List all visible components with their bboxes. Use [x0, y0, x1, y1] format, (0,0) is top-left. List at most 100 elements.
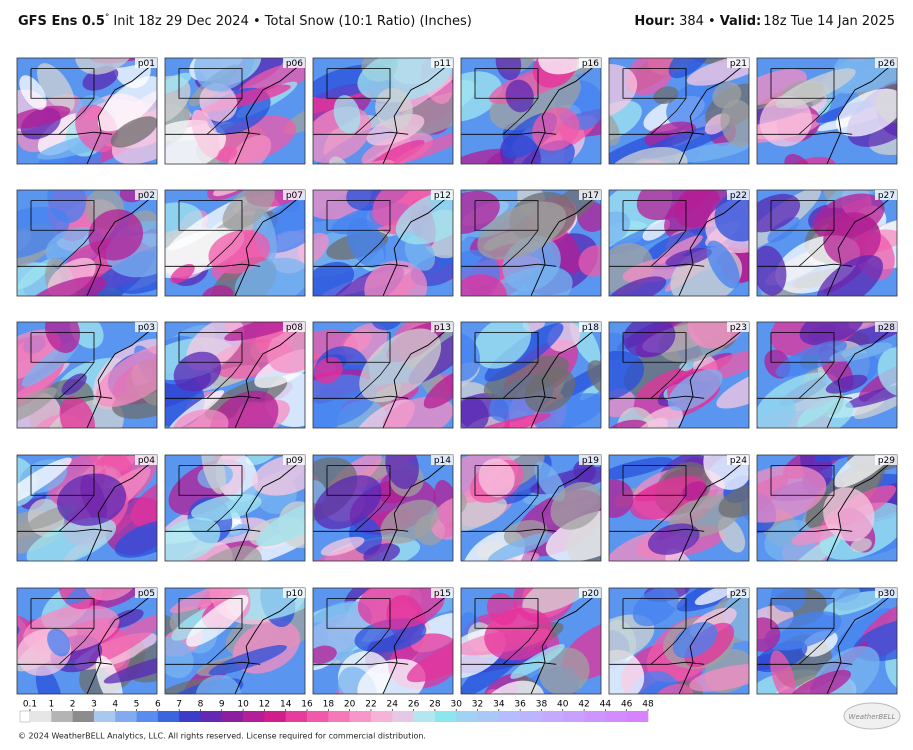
map-panel: [165, 322, 305, 428]
logo-badge: [843, 702, 901, 730]
panel-label-bg: [283, 58, 305, 68]
snow-field: [833, 455, 897, 488]
colorbar-segment: [477, 711, 500, 722]
panel-label: p15: [434, 589, 451, 599]
panel-label-bg: [431, 455, 453, 465]
snow-field: [208, 229, 271, 274]
panel-frame: [16, 454, 158, 562]
snow-field: [609, 276, 667, 296]
snow-field: [228, 135, 272, 164]
snow-field: [534, 461, 566, 502]
panel-label: p22: [730, 191, 747, 201]
snow-field: [775, 340, 847, 378]
state-border: [502, 362, 539, 399]
snow-field: [314, 356, 343, 384]
panel-label-bg: [727, 588, 749, 598]
snow-field: [357, 58, 453, 103]
panel-frame: [164, 57, 306, 165]
colorbar-segment: [264, 711, 287, 722]
map-panel: [609, 322, 749, 428]
snow-field: [877, 347, 897, 397]
snow-field: [853, 617, 897, 662]
snow-field: [532, 107, 580, 151]
model-name: GFS Ens 0.5: [18, 14, 105, 29]
state-border: [798, 628, 835, 665]
snow-field: [461, 332, 481, 382]
snow-field: [88, 614, 157, 664]
snow-field: [656, 235, 703, 264]
panel-label: p04: [138, 456, 155, 466]
colorbar-label: 28: [429, 700, 441, 710]
snow-field: [517, 140, 575, 164]
colorbar-segment: [179, 711, 201, 722]
colorbar-label: 46: [621, 700, 633, 710]
coastline: [234, 330, 299, 428]
snow-field: [222, 190, 275, 230]
state-border: [354, 230, 391, 267]
state-border: [17, 395, 113, 399]
state-border: [502, 628, 539, 665]
map-panel: [313, 322, 453, 428]
state-border: [461, 263, 557, 267]
snow-field: [110, 116, 157, 148]
colorbar-label: 6: [155, 700, 161, 710]
snow-field: [201, 455, 226, 494]
snow-field: [522, 588, 601, 614]
snow-field: [313, 190, 372, 220]
snow-field: [770, 588, 807, 613]
colorbar-segment: [157, 711, 180, 722]
panel-label: p09: [286, 456, 303, 466]
colorbar-segment: [307, 711, 329, 722]
snow-field: [816, 255, 884, 296]
coastline: [234, 463, 299, 561]
panel-label-bg: [727, 455, 749, 465]
snow-field: [173, 351, 222, 392]
snow-field: [313, 600, 372, 667]
valid-value: 18z Tue 14 Jan 2025: [763, 14, 895, 29]
colorbar-segment: [93, 711, 116, 722]
coastline: [86, 66, 151, 164]
panel-label-bg: [579, 58, 601, 68]
panel-frame: [164, 587, 306, 695]
state-border: [313, 528, 409, 532]
state-border: [609, 131, 705, 135]
snow-field: [757, 245, 787, 296]
panel-frame: [756, 587, 898, 695]
snow-field: [650, 683, 694, 694]
state-border: [354, 628, 391, 665]
panel-label: p26: [878, 59, 895, 69]
snow-field: [609, 457, 673, 480]
snow-field: [201, 285, 234, 296]
snow-field: [799, 322, 865, 346]
snow-field: [665, 548, 696, 561]
state-border: [461, 395, 557, 399]
colorbar-label: 2: [70, 700, 76, 710]
map-panel: [17, 58, 157, 164]
state-border: [58, 495, 95, 532]
map-panel: [313, 190, 453, 296]
snow-field: [829, 342, 893, 362]
snow-field: [720, 99, 749, 147]
snow-field: [256, 498, 305, 547]
colorbar-label: 18: [323, 700, 335, 710]
panel-frame: [164, 189, 306, 297]
header-left: GFS Ens 0.5° Init 18z 29 Dec 2024 • Total…: [18, 13, 472, 29]
panel-frame: [16, 57, 158, 165]
panel-label: p17: [582, 191, 599, 201]
snow-field: [234, 257, 305, 296]
colorbar-segment: [72, 711, 95, 722]
map-panel: [757, 588, 897, 694]
snow-field: [165, 517, 221, 561]
coastline: [382, 463, 447, 561]
panel-frame: [756, 454, 898, 562]
hour-label: Hour:: [634, 14, 675, 29]
snow-field: [623, 322, 676, 358]
state-border: [206, 362, 243, 399]
snow-field: [170, 263, 195, 284]
colorbar-label: 24: [387, 700, 399, 710]
state-border: [757, 131, 853, 135]
coastline: [86, 330, 151, 428]
snow-field: [478, 458, 515, 498]
state-border: [757, 395, 853, 399]
